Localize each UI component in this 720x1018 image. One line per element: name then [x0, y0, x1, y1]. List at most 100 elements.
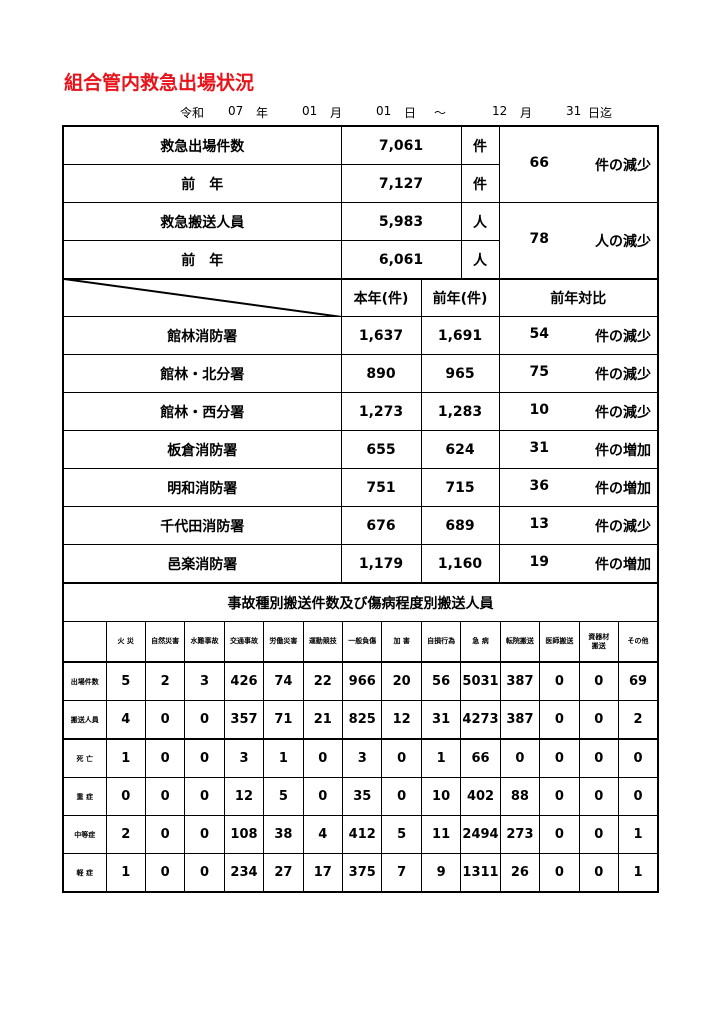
cell: 5	[105, 661, 146, 701]
previous: 1,691	[420, 316, 500, 355]
diff-text: 件の増加	[595, 480, 651, 497]
cell: 0	[539, 853, 580, 893]
cell: 69	[617, 661, 659, 701]
diff-cell: 36 件の増加	[498, 468, 659, 507]
cell: 4	[302, 815, 344, 854]
station-name: 板倉消防署	[62, 430, 342, 469]
cell: 402	[460, 777, 501, 816]
current: 676	[340, 506, 422, 545]
table-row: 板倉消防署 655 624 31 件の増加	[62, 430, 659, 469]
period: 令和 07 年 01 月 01 日 ～ 12 月 31 日迄	[180, 104, 612, 121]
previous: 715	[420, 468, 500, 507]
column-header: 水難事故	[184, 621, 225, 663]
cell: 1	[617, 815, 659, 854]
current: 1,637	[340, 316, 422, 355]
column-header: 運動競技	[302, 621, 344, 663]
table-row: 館林・西分署 1,273 1,283 10 件の減少	[62, 392, 659, 431]
diff-cell: 31 件の増加	[498, 430, 659, 469]
breakdown-table: 事故種別搬送件数及び傷病程度別搬送人員 火 災自然災害 水難事故 交通事故 労働災害運…	[62, 583, 659, 893]
cell: 357	[223, 700, 265, 740]
table-row: 搬送人員 4 0 0 357 71 21 825 12 31 4273 387 0 0 2	[62, 700, 659, 740]
cell: 88	[499, 777, 541, 816]
cell: 10	[420, 777, 462, 816]
cell: 0	[302, 738, 344, 778]
current: 1,179	[340, 544, 422, 584]
diff-text: 件の減少	[595, 328, 651, 345]
diff-value: 10	[529, 401, 549, 418]
unit: 件	[460, 125, 500, 165]
label: 前 年	[62, 164, 342, 203]
cell: 21	[302, 700, 344, 740]
cell: 108	[223, 815, 265, 854]
column-header: 交通事故	[223, 621, 265, 663]
breakdown-header: 火 災自然災害 水難事故 交通事故 労働災害 運動競技 一般負傷加 害自損行為急 病転院搬…	[62, 621, 659, 663]
cell: 0	[539, 661, 580, 701]
diff-cell: 10 件の減少	[498, 392, 659, 431]
to-month: 12	[492, 104, 508, 118]
label: 救急出場件数	[62, 125, 342, 165]
cell: 0	[184, 738, 225, 778]
value: 7,127	[340, 164, 462, 203]
cell: 12	[381, 700, 422, 740]
cell: 387	[499, 700, 541, 740]
diff-text: 件の増加	[595, 442, 651, 459]
cell: 11	[420, 815, 462, 854]
cell: 20	[381, 661, 422, 701]
diff-value: 78	[529, 230, 549, 247]
cell: 2494	[460, 815, 501, 854]
diff-cell: 13 件の減少	[498, 506, 659, 545]
table-row: 邑楽消防署 1,179 1,160 19 件の増加	[62, 544, 659, 584]
table-row: 明和消防署 751 715 36 件の増加	[62, 468, 659, 507]
cell: 0	[184, 815, 225, 854]
to-day-unit: 日迄	[588, 106, 613, 120]
diff-cell: 78 人の減少	[498, 202, 659, 280]
cell: 5	[381, 815, 422, 854]
table-row: 救急出場件数 7,061 件 66 件の減少	[62, 125, 659, 203]
row-label: 死 亡	[62, 738, 107, 778]
diff-value: 19	[529, 553, 549, 570]
cell: 0	[539, 777, 580, 816]
header-current: 本年(件)	[340, 278, 422, 317]
diff-text: 件の減少	[595, 157, 651, 174]
cell: 7	[381, 853, 422, 893]
cell: 426	[223, 661, 265, 701]
column-header: 資器材搬送	[578, 621, 619, 663]
cell: 0	[578, 815, 619, 854]
cell: 5	[263, 777, 304, 816]
current: 655	[340, 430, 422, 469]
cell: 17	[302, 853, 344, 893]
day-unit: 日	[404, 106, 417, 120]
cell: 3	[184, 661, 225, 701]
row-label: 中等症	[62, 815, 107, 854]
month-unit: 月	[330, 106, 343, 120]
cell: 0	[184, 777, 225, 816]
cell: 26	[499, 853, 541, 893]
cell: 1	[617, 853, 659, 893]
corner-cell	[62, 621, 107, 663]
cell: 0	[539, 738, 580, 778]
cell: 0	[105, 777, 146, 816]
column-header: 一般負傷	[342, 621, 383, 663]
cell: 2	[144, 661, 186, 701]
diff-text: 人の減少	[595, 233, 651, 250]
unit: 人	[460, 240, 500, 280]
cell: 12	[223, 777, 265, 816]
cell: 38	[263, 815, 304, 854]
from-month: 01	[302, 104, 318, 118]
cell: 35	[342, 777, 383, 816]
cell: 0	[578, 777, 619, 816]
cell: 0	[144, 815, 186, 854]
stations-table: 本年(件) 前年(件) 前年対比 館林消防署 1,637 1,691 54 件の減…	[62, 278, 659, 584]
diff-cell: 75 件の減少	[498, 354, 659, 393]
station-name: 明和消防署	[62, 468, 342, 507]
diff-text: 件の増加	[595, 556, 651, 573]
value: 5,983	[340, 202, 462, 241]
diff-value: 66	[529, 154, 549, 171]
cell: 1	[420, 738, 462, 778]
table-row: 千代田消防署 676 689 13 件の減少	[62, 506, 659, 545]
cell: 1311	[460, 853, 501, 893]
cell: 2	[105, 815, 146, 854]
value: 6,061	[340, 240, 462, 280]
diff-text: 件の減少	[595, 518, 651, 535]
cell: 375	[342, 853, 383, 893]
